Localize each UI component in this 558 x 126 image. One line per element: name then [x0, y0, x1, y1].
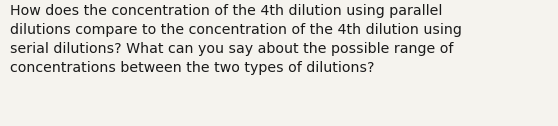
Text: How does the concentration of the 4th dilution using parallel
dilutions compare : How does the concentration of the 4th di…	[10, 4, 462, 75]
